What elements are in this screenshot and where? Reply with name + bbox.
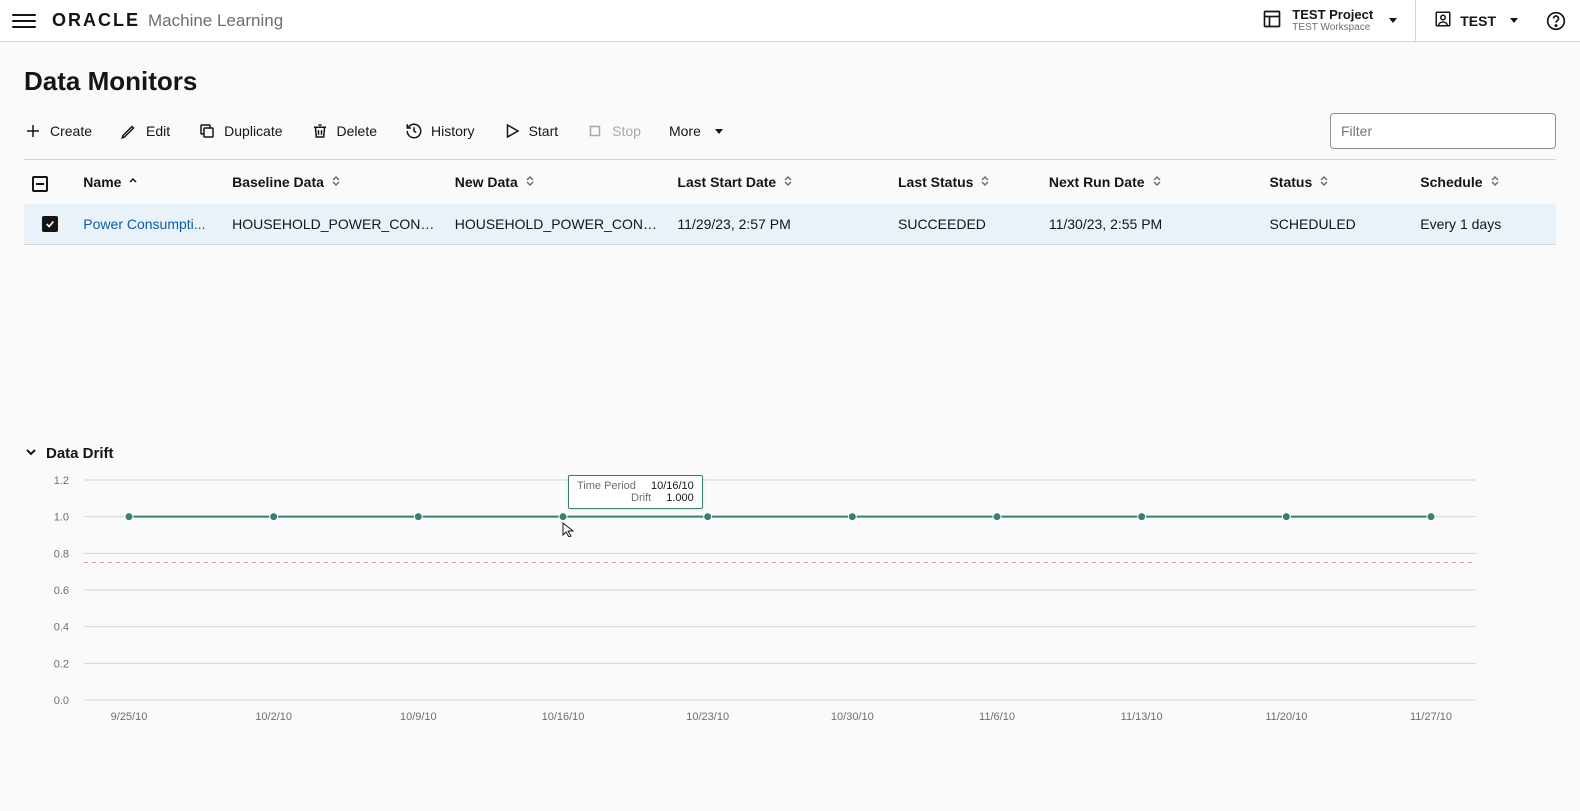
create-label: Create [50, 123, 92, 139]
sort-asc-icon [127, 174, 139, 190]
cell-status: SCHEDULED [1261, 204, 1412, 245]
drift-chart[interactable]: 0.0 0.2 0.4 0.6 0.8 1.0 1.2 9/25/10 10/2/10 10/9/… [24, 470, 1556, 740]
edit-button[interactable]: Edit [120, 122, 170, 140]
column-header-newdata[interactable]: New Data [455, 174, 536, 190]
toolbar: Create Edit Duplicate Delete History Sta… [24, 113, 1556, 160]
chevron-down-icon [24, 445, 38, 462]
delete-label: Delete [337, 123, 377, 139]
svg-text:11/13/10: 11/13/10 [1121, 711, 1163, 723]
row-checkbox[interactable] [42, 216, 58, 232]
project-subtitle: TEST Workspace [1292, 22, 1373, 33]
user-label: TEST [1460, 13, 1496, 29]
svg-text:10/16/10: 10/16/10 [542, 711, 585, 723]
sort-icon [1489, 174, 1501, 190]
history-button[interactable]: History [405, 122, 475, 140]
data-drift-section: Data Drift 0.0 0.2 0.4 0.6 0.8 1.0 1.2 9/25/10 1… [24, 445, 1556, 740]
user-icon [1434, 10, 1452, 31]
more-button[interactable]: More [669, 123, 723, 139]
svg-text:0.0: 0.0 [54, 695, 69, 707]
hamburger-menu-button[interactable] [12, 9, 36, 33]
sort-icon [1151, 174, 1163, 190]
data-monitors-table: Name Baseline Data New Data Last Start D… [24, 160, 1556, 245]
brand-logo: ORACLE [52, 10, 140, 31]
caret-down-icon [1389, 18, 1397, 23]
sort-icon [524, 174, 536, 190]
svg-text:11/6/10: 11/6/10 [979, 711, 1015, 723]
filter-input[interactable] [1330, 113, 1556, 149]
svg-text:0.8: 0.8 [54, 548, 69, 560]
cell-schedule: Every 1 days [1412, 204, 1556, 245]
sort-icon [979, 174, 991, 190]
monitor-name-link[interactable]: Power Consumpti... [83, 216, 205, 232]
svg-text:10/9/10: 10/9/10 [400, 711, 437, 723]
sort-icon [782, 174, 794, 190]
column-header-baseline[interactable]: Baseline Data [232, 174, 342, 190]
svg-text:10/23/10: 10/23/10 [686, 711, 729, 723]
cell-newdata: HOUSEHOLD_POWER_CONS... [447, 204, 670, 245]
more-label: More [669, 123, 701, 139]
svg-text:10/30/10: 10/30/10 [831, 711, 874, 723]
create-button[interactable]: Create [24, 122, 92, 140]
caret-down-icon [1510, 18, 1518, 23]
column-header-laststatus[interactable]: Last Status [898, 174, 991, 190]
svg-text:9/25/10: 9/25/10 [111, 711, 148, 723]
project-icon [1262, 9, 1282, 32]
app-header: ORACLE Machine Learning TEST Project TES… [0, 0, 1580, 42]
header-right: TEST Project TEST Workspace TEST [1244, 0, 1568, 42]
main-content: Data Monitors Create Edit Duplicate Dele… [0, 42, 1580, 740]
svg-text:1.0: 1.0 [54, 512, 69, 524]
project-picker[interactable]: TEST Project TEST Workspace [1244, 0, 1416, 42]
column-header-nextrun[interactable]: Next Run Date [1049, 174, 1163, 190]
svg-text:1.2: 1.2 [54, 475, 69, 487]
column-header-laststart[interactable]: Last Start Date [677, 174, 794, 190]
cell-nextrun: 11/30/23, 2:55 PM [1041, 204, 1262, 245]
column-header-status[interactable]: Status [1269, 174, 1330, 190]
select-all-checkbox[interactable] [32, 176, 48, 192]
stop-label: Stop [612, 123, 641, 139]
delete-button[interactable]: Delete [311, 122, 377, 140]
svg-text:0.2: 0.2 [54, 658, 69, 670]
cell-baseline: HOUSEHOLD_POWER_CONS... [224, 204, 447, 245]
project-title: TEST Project [1292, 8, 1373, 22]
history-label: History [431, 123, 475, 139]
user-picker[interactable]: TEST [1416, 0, 1536, 42]
sort-icon [1318, 174, 1330, 190]
table-row[interactable]: Power Consumpti... HOUSEHOLD_POWER_CONS.… [24, 204, 1556, 245]
svg-text:11/20/10: 11/20/10 [1265, 711, 1307, 723]
svg-text:10/2/10: 10/2/10 [255, 711, 292, 723]
caret-down-icon [715, 129, 723, 134]
column-header-name[interactable]: Name [83, 174, 139, 190]
cell-laststatus: SUCCEEDED [890, 204, 1041, 245]
help-button[interactable] [1544, 9, 1568, 33]
duplicate-label: Duplicate [224, 123, 282, 139]
cell-laststart: 11/29/23, 2:57 PM [669, 204, 890, 245]
edit-label: Edit [146, 123, 170, 139]
stop-button[interactable]: Stop [586, 122, 641, 140]
product-name: Machine Learning [148, 11, 283, 31]
duplicate-button[interactable]: Duplicate [198, 122, 282, 140]
column-header-schedule[interactable]: Schedule [1420, 174, 1500, 190]
svg-text:11/27/10: 11/27/10 [1410, 711, 1452, 723]
start-label: Start [529, 123, 559, 139]
svg-text:0.6: 0.6 [54, 585, 69, 597]
section-title: Data Drift [46, 445, 114, 462]
svg-text:0.4: 0.4 [54, 622, 69, 634]
start-button[interactable]: Start [503, 122, 559, 140]
section-toggle[interactable]: Data Drift [24, 445, 1556, 462]
sort-icon [330, 174, 342, 190]
page-title: Data Monitors [24, 66, 1556, 97]
